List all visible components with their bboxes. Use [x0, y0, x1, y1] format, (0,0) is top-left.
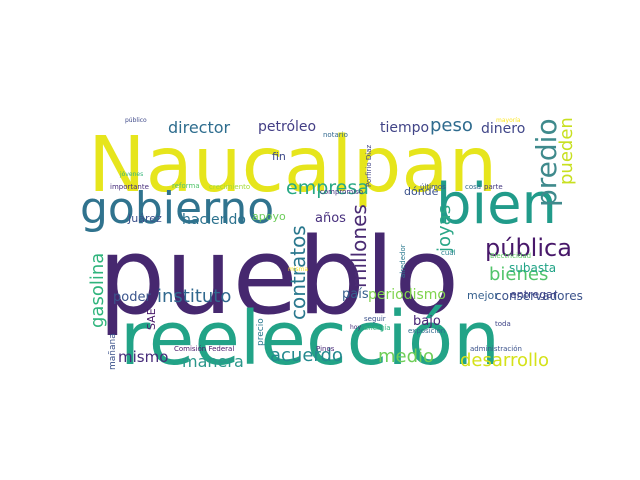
word-predio: predio: [530, 118, 563, 207]
word-bien: bien: [436, 172, 557, 237]
word-importante: importante: [110, 183, 149, 191]
word-reeleccion: reelección: [120, 296, 500, 382]
word-naucalpan: Naucalpan: [88, 121, 497, 210]
word-publico: público: [125, 117, 147, 124]
word-poder: poder: [113, 290, 151, 305]
word-comision-federal: Comisión Federal: [174, 345, 234, 353]
word-cual: cuál: [441, 249, 456, 257]
word-seguir: seguir: [364, 315, 386, 323]
word-energia: energía: [364, 324, 390, 332]
word-ultimos: últimos: [420, 183, 446, 191]
word-bajo: bajo: [413, 314, 441, 329]
word-sae: SAE: [145, 308, 158, 330]
word-instituto: instituto: [157, 286, 231, 307]
word-compromiso: compromiso: [320, 188, 363, 196]
word-jovenes: jóvenes: [119, 171, 143, 178]
word-medio: medio: [378, 346, 434, 367]
word-toda: toda: [495, 320, 511, 328]
word-haciendo: haciendo: [182, 212, 246, 228]
word-donde: dónde: [404, 185, 439, 198]
word-mismo: mismo: [118, 348, 168, 366]
word-anos: años: [315, 211, 346, 226]
word-director: director: [168, 118, 231, 137]
word-notario: notario: [323, 131, 348, 139]
word-fin: fin: [272, 150, 286, 163]
word-acuerdo: acuerdo: [270, 345, 343, 366]
word-manera: manera: [182, 352, 244, 371]
word-petroleo: petróleo: [258, 119, 316, 135]
word-peso: peso: [430, 115, 473, 136]
word-periodismo: periodismo: [368, 287, 446, 303]
word-contratos: contratos: [286, 225, 310, 320]
word-apoyo: apoyo: [252, 210, 286, 223]
word-pueblo: pueblo: [98, 215, 459, 338]
word-dinero: dinero: [481, 121, 525, 137]
word-entregar: entregar: [510, 288, 558, 301]
word-reforma: reforma: [172, 182, 200, 190]
word-cosa: cosa: [465, 183, 481, 191]
word-tiempo: tiempo: [380, 120, 429, 136]
word-conservadores: conservadores: [495, 289, 583, 303]
word-manana: mañana: [108, 333, 118, 370]
word-millones: millones: [347, 204, 371, 288]
word-precio: precio: [256, 318, 266, 346]
word-pueden: pueden: [556, 117, 577, 185]
word-misma: misma: [288, 266, 308, 273]
word-pais: país: [342, 287, 369, 302]
word-subasta: subasta: [509, 261, 556, 275]
word-exposicion: exposición: [408, 327, 445, 335]
word-porfirio-diaz: Porfirio Díaz: [365, 145, 373, 187]
word-parte: parte: [484, 183, 503, 191]
word-pinos: Pinos: [316, 345, 335, 353]
word-crecimiento: crecimiento: [209, 183, 250, 191]
word-juarez: Juárez: [127, 212, 162, 225]
word-administracion: administración: [470, 345, 522, 353]
word-gobierno: gobierno: [80, 183, 274, 234]
word-mayoria: mayoría: [496, 117, 521, 124]
word-publica: pública: [485, 234, 572, 262]
word-mejor: mejor: [467, 289, 499, 302]
word-alrededor: alrededor: [399, 244, 407, 278]
word-electricidad: Electricidad: [490, 252, 531, 260]
word-bienes: bienes: [489, 264, 548, 285]
word-gasolina: gasolina: [87, 253, 108, 328]
word-empresa: empresa: [286, 177, 369, 199]
word-desarrollo: desarrollo: [460, 350, 549, 371]
word-joyas: joyas: [434, 205, 455, 253]
word-hoy: hoy: [350, 324, 361, 331]
